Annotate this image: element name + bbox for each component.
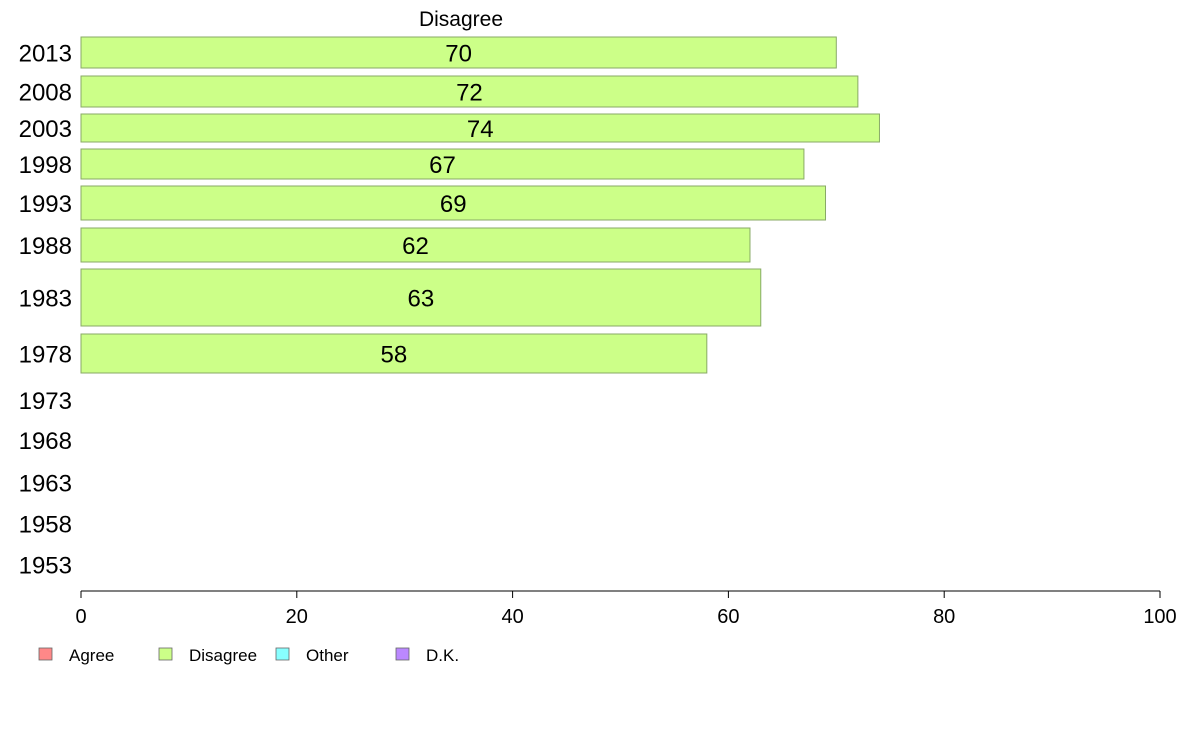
year-label: 1958 xyxy=(19,512,72,539)
year-label: 1983 xyxy=(19,286,72,313)
year-label: 2003 xyxy=(19,116,72,143)
year-label: 1963 xyxy=(19,471,72,498)
year-label: 1988 xyxy=(19,233,72,260)
year-label: 1993 xyxy=(19,191,72,218)
bar-value-label: 72 xyxy=(456,80,483,107)
bar-2013 xyxy=(80,36,837,69)
bar-2003 xyxy=(80,113,880,143)
bar-1978 xyxy=(80,333,708,374)
legend-label: Agree xyxy=(69,646,114,665)
legend: Agree Disagree Other D.K. xyxy=(38,646,459,665)
x-tick-label: 40 xyxy=(501,606,523,628)
bar-value-label: 63 xyxy=(408,286,435,313)
bar-value-label: 69 xyxy=(440,191,467,218)
x-tick-label: 0 xyxy=(75,606,86,628)
legend-label: Disagree xyxy=(189,646,257,665)
legend-swatch xyxy=(158,647,173,661)
bar-1988 xyxy=(80,227,751,263)
year-label: 2013 xyxy=(19,41,72,68)
x-tick-label: 20 xyxy=(286,606,308,628)
bar-value-label: 58 xyxy=(381,342,408,369)
year-label: 2008 xyxy=(19,80,72,107)
chart-title: Disagree xyxy=(419,8,503,31)
year-label: 1953 xyxy=(19,553,72,580)
x-tick-label: 100 xyxy=(1143,606,1176,628)
bar-value-label: 67 xyxy=(429,152,456,179)
bar-value-label: 70 xyxy=(445,41,472,68)
x-tick-label: 80 xyxy=(933,606,955,628)
bar-labels: 70 72 74 67 69 62 63 58 xyxy=(381,41,494,369)
legend-swatch xyxy=(38,647,53,661)
x-axis: 0 20 40 60 80 100 xyxy=(75,590,1177,628)
year-label: 1973 xyxy=(19,388,72,415)
year-label: 1978 xyxy=(19,342,72,369)
bar-2008 xyxy=(80,75,859,108)
year-label: 1998 xyxy=(19,152,72,179)
bar-value-label: 62 xyxy=(402,233,429,260)
bars xyxy=(80,36,880,374)
year-label: 1968 xyxy=(19,428,72,455)
legend-label: Other xyxy=(306,646,349,665)
bar-1998 xyxy=(80,148,805,180)
bar-1983 xyxy=(80,268,762,327)
legend-swatch xyxy=(275,647,290,661)
legend-swatch xyxy=(395,647,410,661)
bar-value-label: 74 xyxy=(467,116,494,143)
bar-1993 xyxy=(80,185,827,221)
legend-label: D.K. xyxy=(426,646,459,665)
year-labels: 2013 2008 2003 1998 1993 1988 1983 1978 1973 1968… xyxy=(19,41,72,580)
x-tick-label: 60 xyxy=(717,606,739,628)
